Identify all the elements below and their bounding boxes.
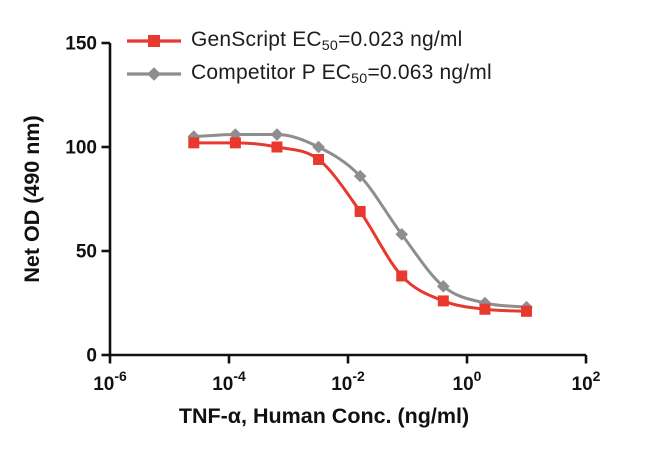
data-point-diamond <box>353 169 367 183</box>
data-point-square <box>521 305 532 317</box>
legend-label-suffix: =0.023 ng/ml <box>338 28 463 51</box>
data-point-square <box>479 303 491 315</box>
data-point-diamond <box>395 228 409 241</box>
y-tick-label: 100 <box>65 138 97 159</box>
legend-entry-genscript: GenScript EC50=0.023 ng/ml <box>126 28 492 54</box>
legend-marker-diamond-icon <box>126 66 182 82</box>
y-tick-label: 0 <box>86 346 97 367</box>
data-point-square <box>148 35 160 47</box>
legend-label-prefix: Competitor P EC <box>191 61 352 84</box>
data-point-square <box>271 141 283 153</box>
axis-line <box>108 43 586 357</box>
x-tick-label: 10-4 <box>212 368 246 395</box>
series-competitor-p <box>187 128 533 314</box>
series-genscript <box>188 137 532 317</box>
plot-area: 0 50 100 150 10-6 10-4 10-2 100 102 <box>65 34 600 396</box>
data-point-square <box>396 270 408 282</box>
data-point-square <box>313 153 325 165</box>
data-point-diamond <box>270 128 284 141</box>
x-tick-label: 10-6 <box>93 368 127 395</box>
x-axis-title: TNF-α, Human Conc. (ng/ml) <box>179 404 469 428</box>
series-curve <box>192 133 528 309</box>
legend-label-prefix: GenScript EC <box>191 28 322 51</box>
legend-label-suffix: =0.063 ng/ml <box>367 61 492 84</box>
x-tick-label: 102 <box>572 368 601 395</box>
data-point-square <box>437 295 449 307</box>
x-tick-label: 10-2 <box>331 368 365 395</box>
data-point-diamond <box>229 128 242 141</box>
legend-entry-competitor: Competitor P EC50=0.063 ng/ml <box>126 61 492 87</box>
data-point-square <box>354 205 366 217</box>
legend-label-subscript: 50 <box>351 70 368 87</box>
legend-label-genscript: GenScript EC50=0.023 ng/ml <box>191 28 462 54</box>
data-point-diamond <box>147 67 161 81</box>
series-curve <box>192 141 528 313</box>
data-point-diamond <box>312 140 325 154</box>
x-tick-label: 100 <box>453 368 482 395</box>
y-tick-label: 50 <box>76 242 97 263</box>
y-axis-title: Net OD (490 nm) <box>20 115 44 282</box>
chart-legend: GenScript EC50=0.023 ng/ml Competitor P … <box>126 28 492 87</box>
legend-label-competitor: Competitor P EC50=0.063 ng/ml <box>191 61 492 87</box>
legend-label-subscript: 50 <box>321 37 339 54</box>
legend-marker-square-icon <box>126 33 182 49</box>
data-point-diamond <box>437 280 450 293</box>
y-tick-label: 150 <box>65 34 97 55</box>
data-point-square <box>188 137 200 149</box>
data-point-square <box>229 137 241 149</box>
